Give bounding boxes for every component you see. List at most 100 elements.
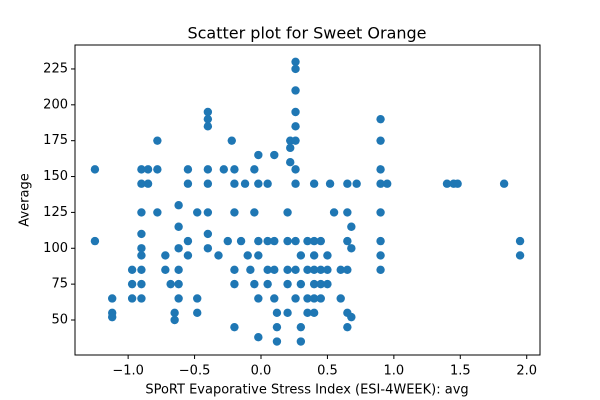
- scatter-point: [309, 236, 319, 246]
- scatter-point: [90, 165, 100, 174]
- scatter-point: [270, 236, 279, 246]
- scatter-point: [286, 143, 295, 153]
- y-tick-label: 100: [43, 241, 68, 256]
- scatter-point: [137, 294, 146, 303]
- y-tick-label: 225: [43, 61, 68, 76]
- scatter-point: [227, 136, 236, 145]
- scatter-point: [254, 294, 263, 303]
- chart-title: Scatter plot for Sweet Orange: [187, 24, 426, 43]
- scatter-point: [250, 208, 259, 217]
- scatter-point: [323, 251, 332, 260]
- scatter-point: [270, 265, 279, 274]
- scatter-point: [343, 322, 352, 332]
- scatter-point: [343, 265, 352, 274]
- scatter-point: [203, 107, 213, 117]
- scatter-point: [329, 208, 339, 217]
- scatter-point: [166, 279, 175, 289]
- scatter-point: [303, 265, 312, 274]
- scatter-point: [336, 294, 345, 303]
- scatter-point: [291, 57, 300, 66]
- scatter-point: [254, 179, 263, 188]
- scatter-point: [230, 279, 239, 289]
- y-tick-label: 75: [51, 277, 68, 292]
- scatter-point: [383, 179, 392, 188]
- x-tick-label: 0.5: [317, 364, 338, 379]
- scatter-point: [291, 86, 300, 95]
- scatter-point: [323, 265, 332, 274]
- scatter-point: [291, 179, 300, 188]
- scatter-point: [325, 179, 335, 188]
- scatter-point: [296, 322, 306, 332]
- scatter-point: [174, 279, 183, 289]
- y-axis-label: Average: [18, 173, 33, 226]
- scatter-point: [270, 150, 279, 160]
- scatter-point: [230, 179, 239, 188]
- scatter-point: [223, 236, 232, 246]
- scatter-point: [343, 208, 352, 217]
- scatter-point: [254, 251, 263, 260]
- scatter-point: [219, 165, 228, 174]
- scatter-point: [161, 251, 170, 260]
- x-tick-label: 0.0: [251, 364, 272, 379]
- scatter-point: [272, 308, 282, 318]
- scatter-point: [161, 265, 170, 274]
- scatter-point: [203, 229, 213, 239]
- scatter-point: [283, 265, 292, 274]
- scatter-point: [286, 158, 295, 167]
- scatter-point: [376, 236, 385, 246]
- scatter-point: [143, 179, 153, 188]
- scatter-point: [254, 236, 263, 246]
- scatter-point: [137, 179, 146, 188]
- scatter-point: [153, 165, 162, 174]
- scatter-point: [376, 265, 385, 274]
- y-tick-label: 50: [51, 312, 68, 327]
- scatter-point: [283, 208, 292, 217]
- scatter-point: [309, 308, 319, 318]
- scatter-point: [203, 244, 213, 253]
- x-axis-label: SPoRT Evaporative Stress Index (ESI-4WEE…: [145, 383, 468, 398]
- scatter-point: [303, 294, 312, 303]
- scatter-point: [323, 279, 332, 289]
- scatter-point: [352, 179, 361, 188]
- scatter-point: [170, 315, 179, 325]
- scatter-point: [108, 312, 117, 322]
- scatter-point: [296, 279, 306, 289]
- scatter-point: [309, 279, 319, 289]
- scatter-point: [203, 165, 213, 174]
- scatter-point: [246, 265, 255, 274]
- scatter-point: [272, 337, 282, 346]
- scatter-point: [291, 165, 300, 174]
- y-tick-label: 200: [43, 97, 68, 112]
- scatter-point: [203, 114, 213, 124]
- scatter-point: [263, 179, 272, 188]
- scatter-point: [316, 279, 325, 289]
- scatter-point: [515, 236, 525, 246]
- scatter-point: [347, 222, 356, 231]
- scatter-point: [127, 265, 137, 274]
- scatter-point: [442, 179, 452, 188]
- scatter-point: [283, 308, 292, 318]
- axes-frame: [74, 44, 541, 356]
- x-tick-label: 2.0: [516, 364, 537, 379]
- scatter-point: [316, 236, 325, 246]
- scatter-point: [230, 265, 239, 274]
- scatter-point: [183, 251, 193, 260]
- scatter-point: [303, 236, 312, 246]
- scatter-point: [283, 279, 292, 289]
- scatter-point: [376, 208, 385, 217]
- scatter-point: [376, 179, 385, 188]
- scatter-point: [291, 236, 300, 246]
- scatter-point: [336, 265, 345, 274]
- scatter-point: [127, 279, 137, 289]
- scatter-point: [193, 294, 202, 303]
- x-tick-label: −1.0: [112, 364, 144, 379]
- plot-area: [90, 57, 525, 346]
- scatter-point: [291, 107, 300, 117]
- y-tick-label: 150: [43, 169, 68, 184]
- scatter-point: [309, 265, 319, 274]
- scatter-point: [254, 150, 263, 160]
- scatter-point: [127, 294, 137, 303]
- scatter-point: [90, 236, 100, 246]
